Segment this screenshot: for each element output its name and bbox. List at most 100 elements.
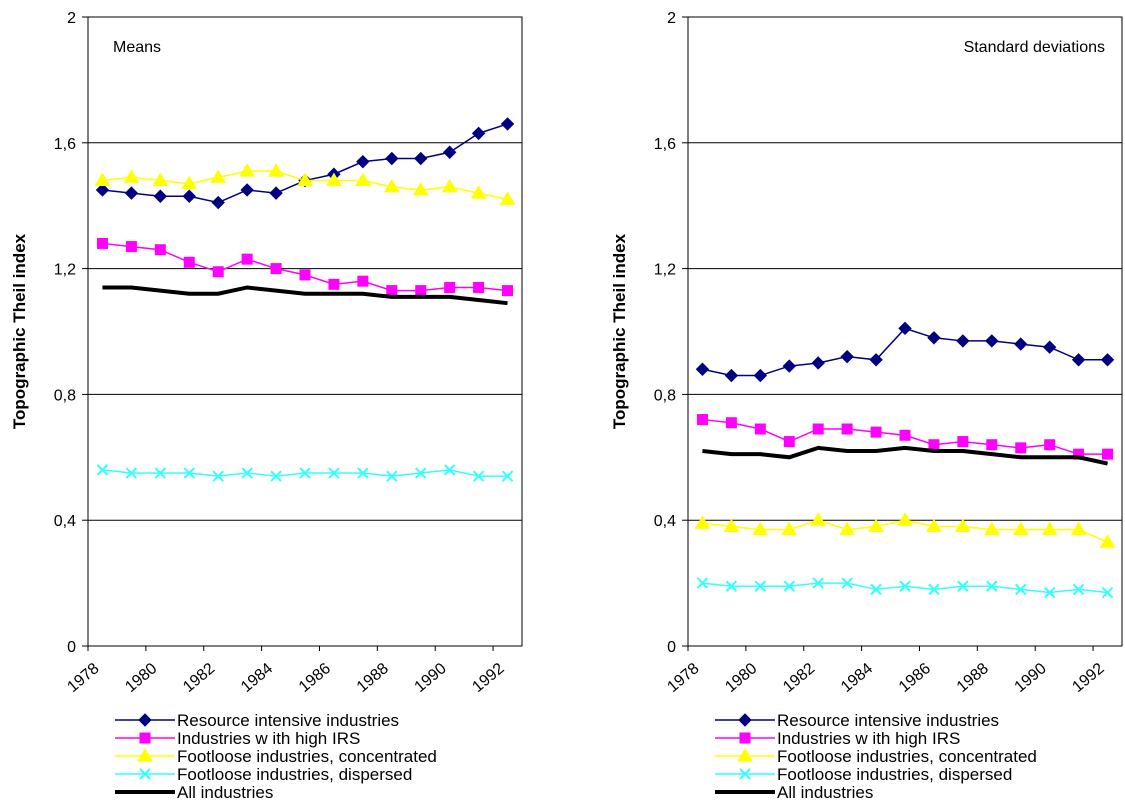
series-3: [694, 512, 1116, 548]
marker-stroke: [328, 467, 340, 479]
marker-stroke: [870, 583, 882, 596]
marker-stroke: [183, 467, 195, 479]
data-point: [354, 172, 371, 187]
data-point: [269, 186, 283, 200]
data-point: [811, 356, 825, 370]
data-point: [783, 580, 795, 592]
marker-stroke: [754, 580, 767, 592]
x-tick-label: 1986: [896, 660, 934, 696]
data-point: [94, 172, 111, 187]
x-tick-label: 1980: [722, 660, 760, 696]
marker-stroke: [212, 470, 224, 482]
legend-label: Resource intensive industries: [777, 711, 999, 730]
y-tick-label: 0,8: [654, 387, 676, 404]
marker-stroke: [357, 467, 369, 479]
data-point: [415, 467, 427, 479]
data-point: [870, 426, 882, 438]
data-point: [442, 145, 457, 159]
marker-stroke: [139, 768, 151, 780]
y-tick-label: 2: [667, 10, 676, 27]
plot-area-frame: [687, 16, 1123, 647]
marker-stroke: [725, 580, 738, 592]
data-point: [357, 467, 369, 479]
x-tick-label: 1978: [664, 660, 702, 696]
x-tick-label: 1990: [412, 660, 450, 696]
data-point: [125, 467, 138, 479]
data-point: [124, 186, 139, 200]
plot-area-frame: [87, 16, 523, 647]
data-point: [241, 467, 253, 479]
x-tick-label: 1982: [180, 660, 218, 696]
data-point: [695, 362, 710, 376]
data-point: [123, 169, 140, 183]
chart-panel-1: 0 0,4 0,8 1,2 1,6 2 1978 1980 1982 1984 1986 1988 19…: [10, 10, 523, 802]
series-2: [96, 237, 514, 297]
data-point: [414, 151, 428, 166]
data-point: [499, 191, 516, 205]
data-point: [957, 436, 969, 448]
data-point: [182, 189, 196, 203]
data-point: [1015, 442, 1027, 454]
x-tick-label: 1978: [64, 660, 102, 696]
data-point: [1101, 586, 1114, 599]
data-point: [386, 285, 398, 297]
data-point: [154, 244, 166, 256]
data-point: [501, 470, 514, 482]
data-point: [725, 417, 737, 429]
data-point: [841, 577, 853, 589]
data-point: [1015, 583, 1027, 596]
data-point: [444, 281, 456, 293]
data-point: [1044, 439, 1056, 451]
data-point: [754, 580, 767, 592]
data-point: [1041, 521, 1058, 536]
data-point: [502, 285, 514, 297]
data-point: [181, 175, 198, 190]
x-tick-label: 1992: [469, 660, 507, 696]
legend-marker: [138, 713, 152, 727]
series-1: [695, 321, 1115, 383]
data-point: [1102, 448, 1114, 460]
data-point: [956, 334, 970, 348]
data-point: [927, 331, 941, 345]
x-tick-label: 1984: [238, 660, 276, 696]
data-point: [183, 467, 195, 479]
data-point: [183, 256, 195, 268]
data-point: [839, 521, 856, 536]
y-axis-label: Topographic Theil index: [10, 233, 29, 429]
data-point: [1014, 337, 1028, 351]
legend-label: Footloose industries, concentrated: [177, 747, 437, 766]
legend-marker: [139, 732, 151, 744]
data-point: [782, 359, 796, 373]
data-point: [471, 126, 486, 141]
data-point: [443, 464, 456, 476]
marker-stroke: [415, 467, 427, 479]
data-point: [1042, 340, 1057, 354]
marker-stroke: [696, 577, 709, 589]
data-point: [1043, 586, 1056, 599]
data-point: [383, 178, 400, 193]
legend-label: Industries w ith high IRS: [777, 729, 960, 748]
data-point: [870, 583, 882, 596]
data-point: [473, 281, 485, 293]
data-point: [212, 470, 224, 482]
data-point: [210, 169, 227, 183]
y-tick-label: 1,6: [654, 136, 676, 153]
marker-stroke: [812, 577, 824, 589]
legend-label: Resource intensive industries: [177, 711, 399, 730]
legend: Resource intensive industriesIndustries …: [115, 711, 437, 802]
series-2: [696, 414, 1114, 460]
marker-stroke: [270, 470, 282, 482]
data-point: [1100, 353, 1115, 367]
data-point: [268, 163, 284, 177]
marker-stroke: [739, 768, 751, 780]
legend-marker: [739, 768, 751, 780]
marker-stroke: [443, 464, 456, 476]
chart-panel-2: 0 0,4 0,8 1,2 1,6 2 1978 1980 1982 1984 1986 1988 19…: [610, 10, 1123, 802]
data-point: [299, 467, 311, 479]
data-point: [1071, 353, 1086, 367]
data-point: [385, 151, 399, 166]
series-5: [702, 445, 1108, 466]
panel-title: Standard deviations: [964, 39, 1105, 56]
series-4: [96, 464, 514, 482]
